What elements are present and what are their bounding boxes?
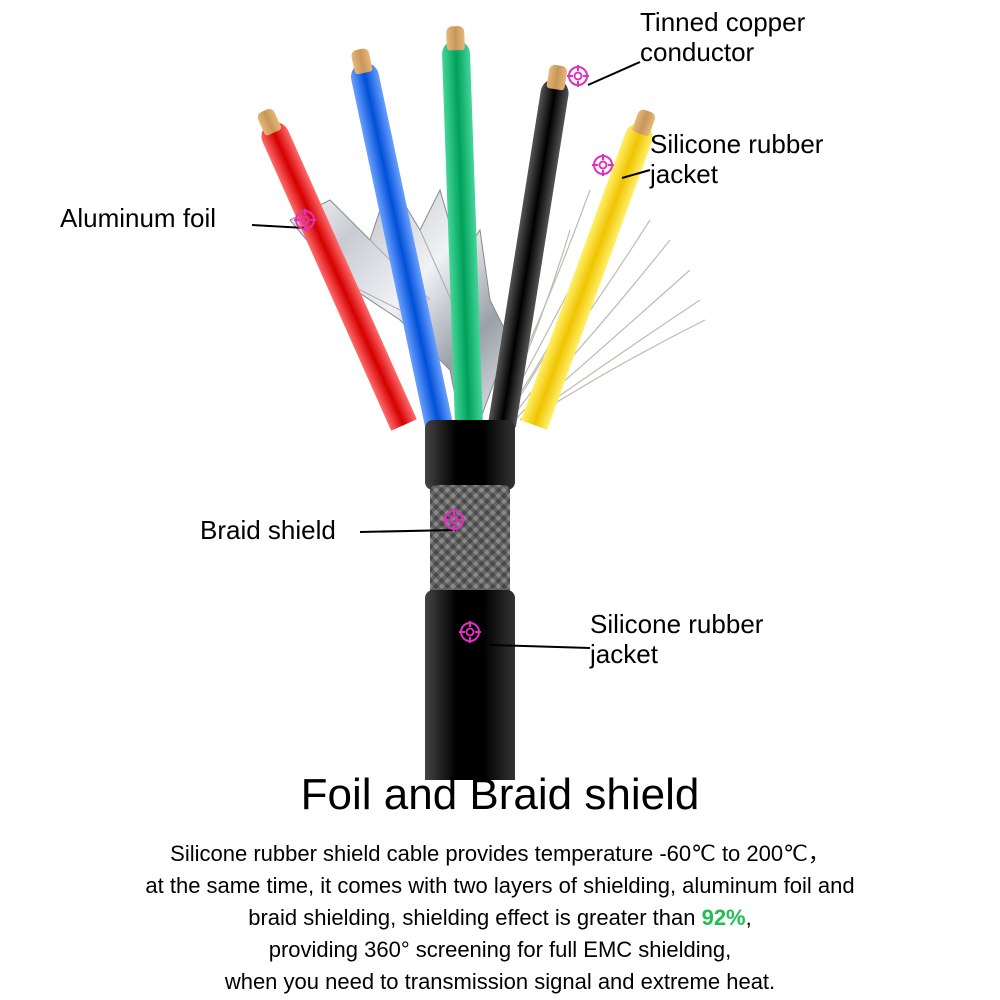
callout-marker-silicone-outer xyxy=(459,621,481,643)
callout-label-silicone-inner: Silicone rubber jacket xyxy=(650,130,823,190)
callout-label-aluminum-foil: Aluminum foil xyxy=(60,204,216,234)
callout-label-braid-shield: Braid shield xyxy=(200,516,336,546)
desc-line1: Silicone rubber shield cable provides te… xyxy=(170,841,830,866)
desc-highlight: 92% xyxy=(702,905,746,930)
desc-line5: when you need to transmission signal and… xyxy=(225,969,775,994)
conductor-blue xyxy=(348,60,452,428)
desc-line3-post: , xyxy=(746,905,752,930)
callout-marker-silicone-inner xyxy=(592,154,614,176)
description-block: Silicone rubber shield cable provides te… xyxy=(0,838,1000,997)
callout-label-tinned-copper: Tinned copper conductor xyxy=(640,8,805,68)
callout-marker-tinned-copper xyxy=(567,65,589,87)
callout-label-silicone-outer: Silicone rubber jacket xyxy=(590,610,763,670)
desc-line3-pre: braid shielding, shielding effect is gre… xyxy=(248,905,701,930)
jacket-upper-segment xyxy=(425,420,515,490)
conductor-green xyxy=(442,40,483,426)
desc-line4: providing 360° screening for full EMC sh… xyxy=(269,937,731,962)
callout-marker-braid-shield xyxy=(443,509,465,531)
callout-marker-aluminum-foil xyxy=(294,209,316,231)
jacket-lower-segment xyxy=(425,590,515,780)
main-title: Foil and Braid shield xyxy=(0,770,1000,820)
braid-shield-segment xyxy=(430,485,510,600)
diagram-area: Tinned copper conductor Silicone rubber … xyxy=(0,0,1000,760)
desc-line2: at the same time, it comes with two laye… xyxy=(145,873,854,898)
